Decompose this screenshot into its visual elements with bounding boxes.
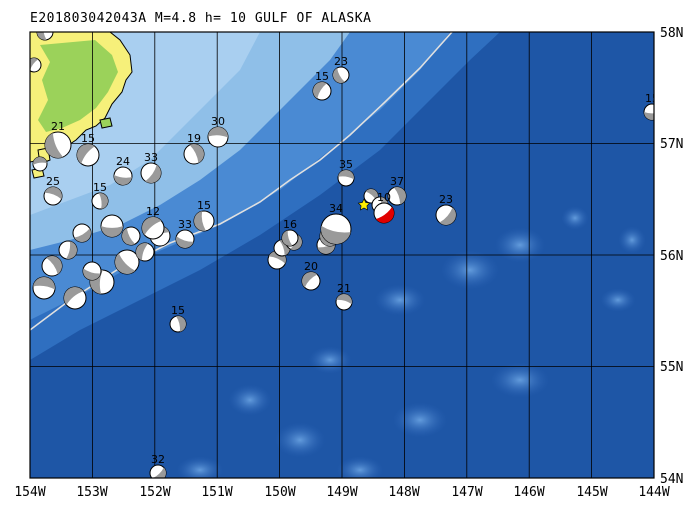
- focal-mechanism: [175, 229, 195, 249]
- graticule: [30, 32, 654, 478]
- event-depth-label: 15: [197, 199, 211, 212]
- event-depth-label: 12: [146, 205, 160, 218]
- focal-mechanism: [149, 464, 167, 478]
- focal-mechanism: [76, 143, 100, 167]
- focal-mechanism: [32, 276, 56, 300]
- focal-mechanism: [320, 213, 352, 245]
- focal-mechanisms: 15 23 15 30 19 33 24 21 15 35 37 23 34 16 20 21 15 32 33 15…: [30, 32, 659, 478]
- event-depth-label: 23: [334, 55, 348, 68]
- focal-mechanism: [114, 249, 140, 275]
- event-depth-label: 35: [339, 158, 353, 171]
- event-depth-label: 15: [171, 304, 185, 317]
- event-depth-label: 21: [51, 120, 65, 133]
- lon-label-145w: 145W: [576, 485, 607, 500]
- event-depth-label: 25: [46, 175, 60, 188]
- event-depth-label: 15: [81, 132, 95, 145]
- event-depth-label: 19: [187, 132, 201, 145]
- lon-label-150w: 150W: [264, 485, 295, 500]
- map-frame: [29, 31, 655, 479]
- lon-label-149w: 149W: [326, 485, 357, 500]
- focal-mechanism: [140, 162, 162, 184]
- focal-mechanism: [113, 166, 133, 186]
- event-depth-label: 33: [178, 218, 192, 231]
- focal-mechanism: [72, 223, 92, 243]
- focal-mechanism: [169, 315, 187, 333]
- focal-mechanism: [435, 204, 457, 226]
- event-depth-label: 16: [283, 218, 297, 231]
- event-depth-label: 32: [151, 453, 165, 466]
- focal-mechanism: [63, 286, 87, 310]
- focal-mechanism: [41, 255, 63, 277]
- focal-mechanism: [363, 188, 379, 204]
- lat-label-54n: 54N: [660, 472, 683, 487]
- focal-mechanism: [82, 261, 102, 281]
- event-depth-label: 10: [377, 191, 391, 204]
- lat-label-57n: 57N: [660, 137, 683, 152]
- focal-mechanism: [141, 216, 165, 240]
- focal-mechanism: [183, 143, 205, 165]
- event-depth-label: 21: [337, 282, 351, 295]
- lon-label-153w: 153W: [76, 485, 107, 500]
- focal-mechanism: [337, 169, 355, 187]
- focal-mechanism: [135, 242, 155, 262]
- event-depth-label: 15: [315, 70, 329, 83]
- small-island-3: [99, 117, 113, 129]
- event-depth-label: 15: [645, 92, 659, 105]
- focal-mechanism: [43, 186, 63, 206]
- seafloor-texture: [176, 206, 646, 478]
- lon-label-147w: 147W: [451, 485, 482, 500]
- focal-mechanism: [32, 156, 48, 172]
- lat-label-55n: 55N: [660, 360, 683, 375]
- focal-mechanism: [387, 186, 407, 206]
- focal-mechanism: [643, 103, 654, 121]
- lon-label-154w: 154W: [14, 485, 45, 500]
- event-depth-label: 30: [211, 115, 225, 128]
- epicenter-star-icon: [357, 198, 371, 211]
- focal-mechanism: [44, 131, 72, 159]
- event-depth-label: 20: [304, 260, 318, 273]
- longitude-labels: 154W 153W 152W 151W 150W 149W 148W 147W …: [14, 485, 669, 500]
- focal-mechanism: [58, 240, 78, 260]
- latitude-labels: 58N 57N 56N 55N 54N: [660, 26, 683, 487]
- event-depth-label: 23: [439, 193, 453, 206]
- lon-label-146w: 146W: [513, 485, 544, 500]
- event-depth-label: 33: [144, 151, 158, 164]
- focal-mechanism: [281, 229, 299, 247]
- event-depth-label: 34: [329, 202, 343, 215]
- lon-label-151w: 151W: [201, 485, 232, 500]
- focal-mechanism: [312, 81, 332, 101]
- focal-mechanism: [301, 271, 321, 291]
- map-title: E201803042043A M=4.8 h= 10 GULF OF ALASK…: [30, 11, 371, 26]
- event-depth-label: 24: [116, 155, 130, 168]
- lon-label-148w: 148W: [388, 485, 419, 500]
- lon-label-152w: 152W: [139, 485, 170, 500]
- lat-label-56n: 56N: [660, 249, 683, 264]
- focal-mechanism: [30, 57, 42, 73]
- focal-mechanism: [121, 226, 141, 246]
- trench-line: [30, 32, 453, 331]
- focal-mechanism: [207, 126, 229, 148]
- focal-mechanism: [100, 214, 124, 238]
- focal-mechanism: [36, 32, 54, 41]
- kodiak-highlands: [38, 40, 118, 132]
- main-event-focal-mechanism: [373, 202, 395, 224]
- map-area: 15 23 15 30 19 33 24 21 15 35 37 23 34 16 20 21 15 32 33 15…: [30, 32, 659, 478]
- focal-mechanism: [193, 210, 215, 232]
- focal-mechanism: [332, 66, 350, 84]
- focal-mechanism: [91, 192, 109, 210]
- focal-mechanism: [335, 293, 353, 311]
- lon-label-144w: 144W: [638, 485, 669, 500]
- event-depth-label: 37: [390, 175, 404, 188]
- event-depth-label: 15: [93, 181, 107, 194]
- lat-label-58n: 58N: [660, 26, 683, 41]
